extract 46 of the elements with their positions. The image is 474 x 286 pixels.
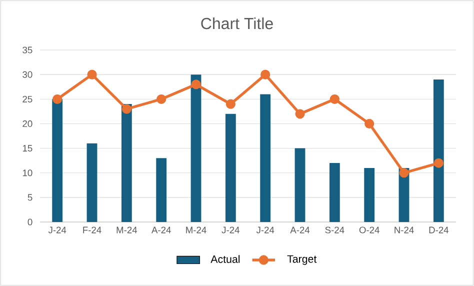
y-tick-label: 30 <box>22 71 32 78</box>
y-tick-label: 25 <box>22 96 32 102</box>
bar <box>121 104 132 222</box>
x-tick-label: N-24 <box>394 226 414 234</box>
y-tick-label: 5 <box>28 194 32 201</box>
x-tick-label: D-24 <box>429 226 449 234</box>
x-tick-label: A-24 <box>290 226 310 234</box>
point <box>330 94 340 104</box>
x-tick-label: S-24 <box>325 226 344 234</box>
x-tick-label: J-24 <box>48 226 66 234</box>
bar <box>190 74 202 222</box>
point <box>122 104 132 114</box>
y-tick-label: 15 <box>22 145 32 152</box>
point <box>364 118 374 129</box>
bar <box>86 143 98 222</box>
legend-label: Actual <box>210 255 240 263</box>
bar <box>433 79 444 222</box>
bar <box>364 168 375 222</box>
bar <box>329 163 340 222</box>
x-tick-label: M-24 <box>116 226 138 234</box>
point <box>191 80 201 90</box>
x-tick-label: M-24 <box>186 226 206 234</box>
bar <box>156 158 167 222</box>
point <box>399 168 409 178</box>
y-tick-label: 0 <box>28 218 32 226</box>
x-tick-label: J-24 <box>222 226 240 234</box>
x-tick-label: O-24 <box>359 226 380 234</box>
bar <box>294 148 306 222</box>
x-tick-label: A-24 <box>152 226 171 234</box>
bar <box>52 99 63 222</box>
point <box>52 94 62 104</box>
x-tick-label: F-24 <box>83 226 102 234</box>
y-tick-label: 35 <box>22 46 32 54</box>
y-tick-label: 10 <box>22 170 32 176</box>
point <box>434 158 444 168</box>
bar <box>260 94 271 222</box>
chart-title: Chart Title <box>201 17 273 30</box>
point <box>87 70 97 80</box>
point <box>226 99 236 109</box>
x-tick-label: J-24 <box>256 226 274 234</box>
y-tick-label: 20 <box>22 120 32 128</box>
legend-label: Target <box>287 255 317 265</box>
point <box>295 109 305 119</box>
bar <box>225 114 236 222</box>
point <box>156 94 166 104</box>
point <box>260 70 270 80</box>
